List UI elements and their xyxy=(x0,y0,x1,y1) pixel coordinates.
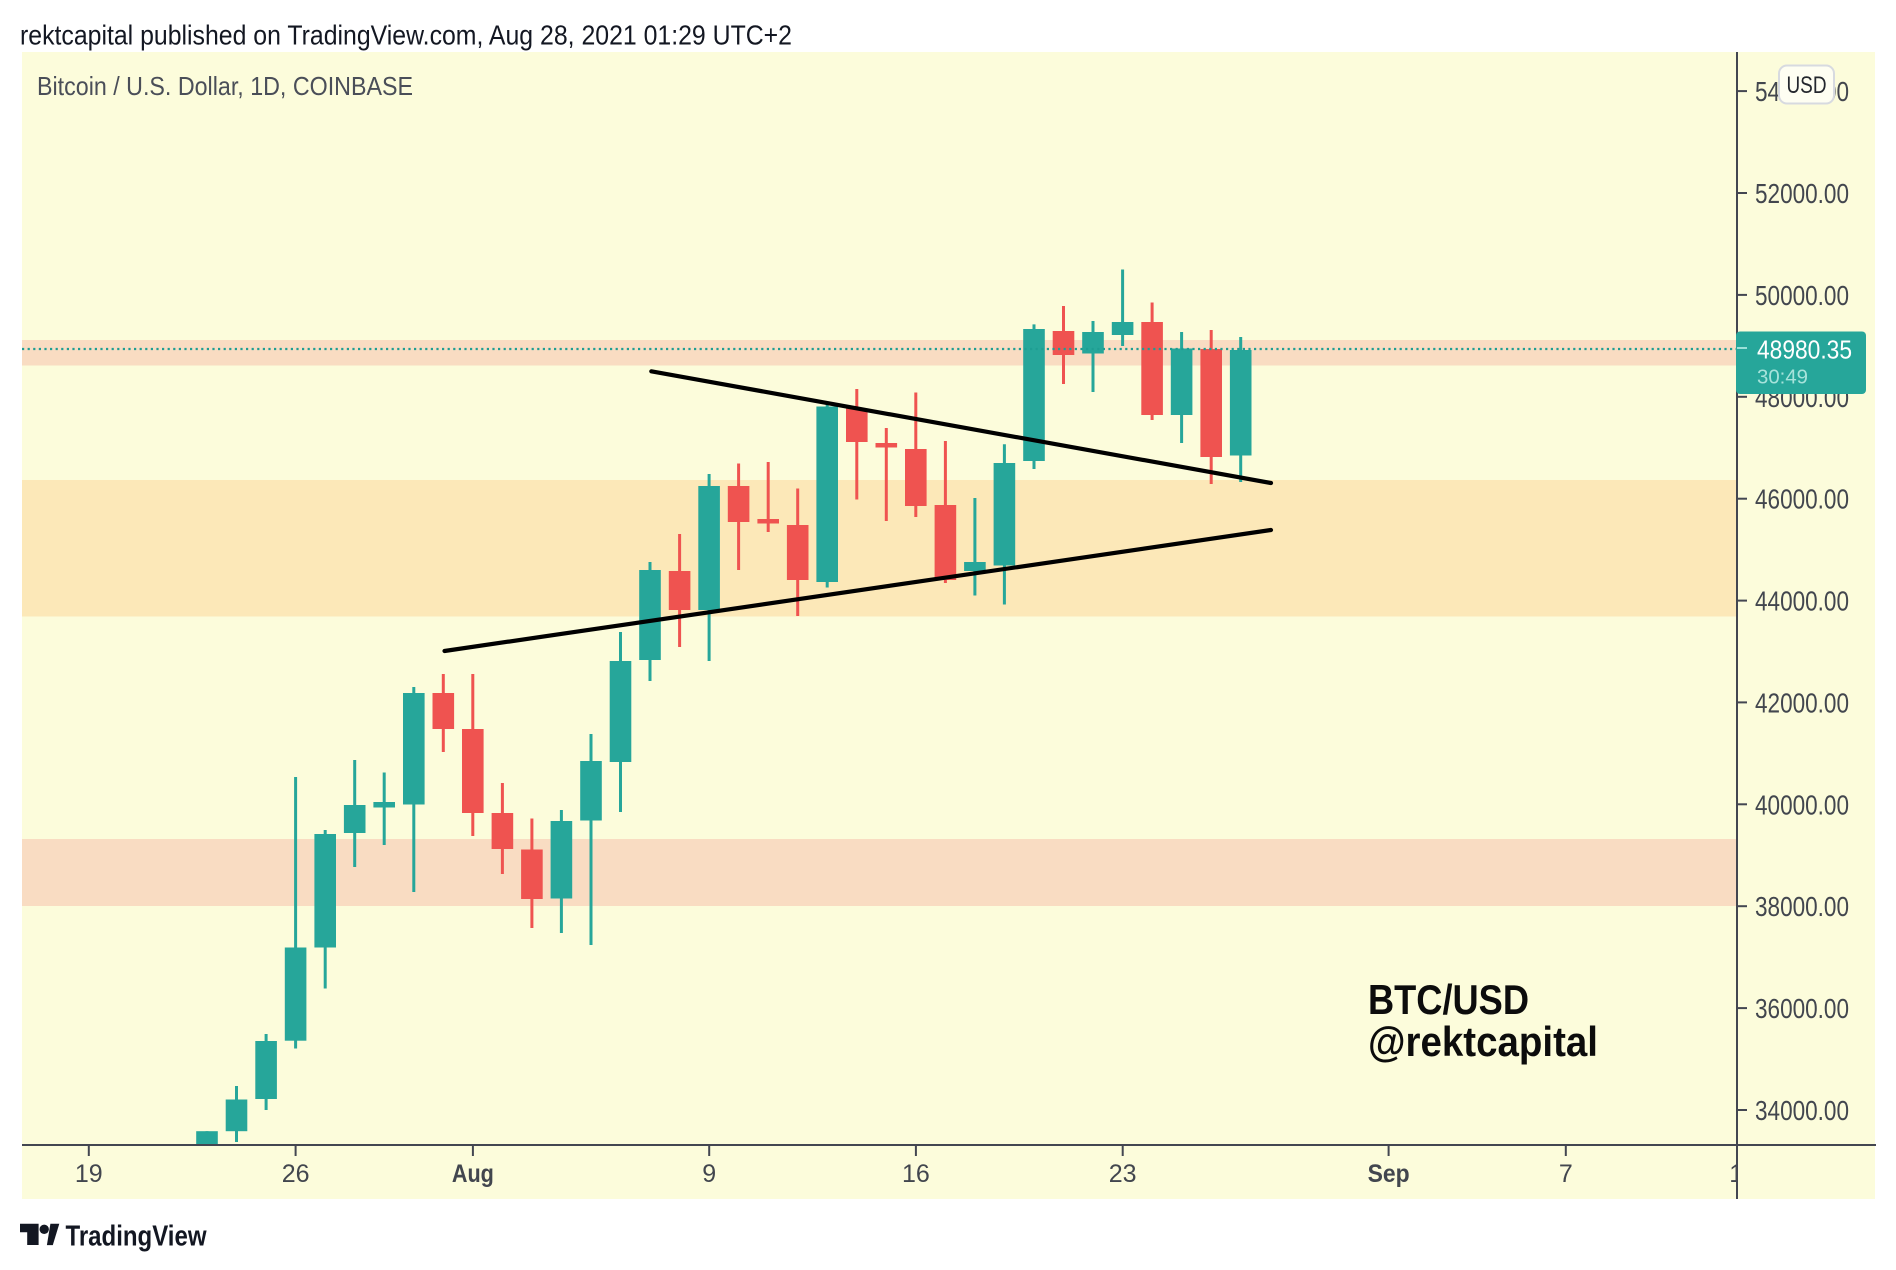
svg-text:23: 23 xyxy=(1109,1160,1137,1188)
svg-text:TradingView: TradingView xyxy=(66,1220,207,1252)
svg-text:52000.00: 52000.00 xyxy=(1755,178,1849,209)
svg-text:7: 7 xyxy=(1559,1160,1573,1188)
svg-text:50000.00: 50000.00 xyxy=(1755,280,1849,311)
svg-text:42000.00: 42000.00 xyxy=(1755,687,1849,718)
svg-text:26: 26 xyxy=(282,1160,310,1188)
svg-text:34000.00: 34000.00 xyxy=(1755,1095,1849,1126)
svg-text:44000.00: 44000.00 xyxy=(1755,586,1849,617)
svg-text:Bitcoin / U.S. Dollar, 1D, COI: Bitcoin / U.S. Dollar, 1D, COINBASE xyxy=(37,71,413,101)
svg-text:BTC/USD: BTC/USD xyxy=(1368,976,1529,1023)
svg-text:46000.00: 46000.00 xyxy=(1755,484,1849,515)
svg-text:38000.00: 38000.00 xyxy=(1755,891,1849,922)
svg-text:13: 13 xyxy=(1729,1160,1757,1188)
svg-text:30:49: 30:49 xyxy=(1757,367,1808,389)
svg-text:36000.00: 36000.00 xyxy=(1755,993,1849,1024)
svg-text:Aug: Aug xyxy=(452,1160,494,1188)
svg-text:@rektcapital: @rektcapital xyxy=(1368,1018,1598,1065)
svg-text:rektcapital published on Tradi: rektcapital published on TradingView.com… xyxy=(20,20,792,51)
svg-text:16: 16 xyxy=(902,1160,930,1188)
svg-text:9: 9 xyxy=(702,1160,716,1188)
svg-text:48980.35: 48980.35 xyxy=(1757,335,1852,365)
svg-text:19: 19 xyxy=(75,1160,103,1188)
svg-text:40000.00: 40000.00 xyxy=(1755,789,1849,820)
svg-text:USD: USD xyxy=(1787,72,1827,99)
svg-text:Sep: Sep xyxy=(1368,1160,1410,1188)
